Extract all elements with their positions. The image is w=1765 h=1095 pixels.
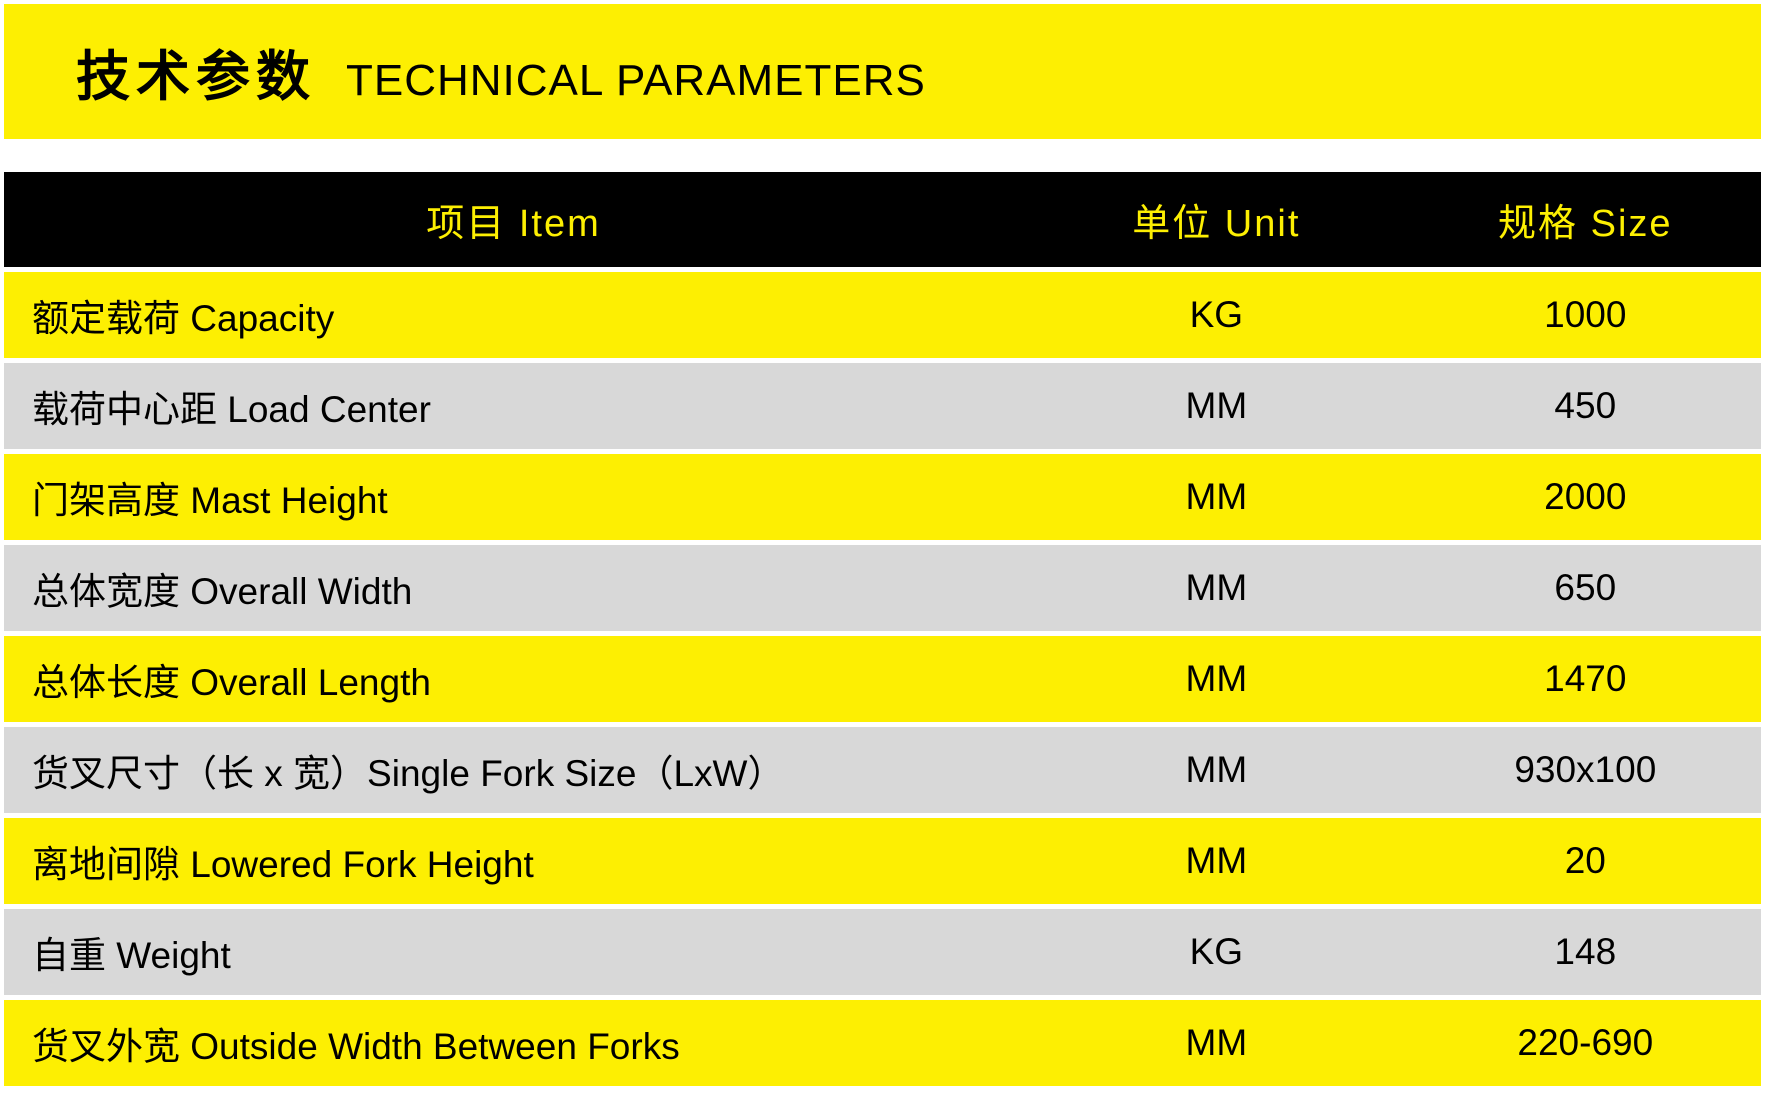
cell-unit: MM	[1023, 636, 1410, 722]
table-row: 总体宽度 Overall Width MM 650	[4, 545, 1761, 631]
cell-size: 1470	[1410, 636, 1761, 722]
cell-size: 20	[1410, 818, 1761, 904]
table-row: 额定载荷 Capacity KG 1000	[4, 272, 1761, 358]
cell-size: 2000	[1410, 454, 1761, 540]
title-bar: 技术参数 TECHNICAL PARAMETERS	[4, 4, 1761, 139]
table-row: 总体长度 Overall Length MM 1470	[4, 636, 1761, 722]
cell-item: 货叉外宽 Outside Width Between Forks	[4, 1000, 1023, 1086]
cell-item: 离地间隙 Lowered Fork Height	[4, 818, 1023, 904]
table-header: 项目 Item 单位 Unit 规格 Size	[4, 172, 1761, 267]
cell-size: 930x100	[1410, 727, 1761, 813]
cell-size: 148	[1410, 909, 1761, 995]
cell-unit: MM	[1023, 1000, 1410, 1086]
table-row: 货叉外宽 Outside Width Between Forks MM 220-…	[4, 1000, 1761, 1086]
cell-unit: MM	[1023, 363, 1410, 449]
cell-item: 总体宽度 Overall Width	[4, 545, 1023, 631]
table-wrapper: 项目 Item 单位 Unit 规格 Size 额定载荷 Capacity KG…	[4, 167, 1761, 1091]
cell-size: 650	[1410, 545, 1761, 631]
parameters-table: 项目 Item 单位 Unit 规格 Size 额定载荷 Capacity KG…	[4, 167, 1761, 1091]
table-header-row: 项目 Item 单位 Unit 规格 Size	[4, 172, 1761, 267]
table-row: 门架高度 Mast Height MM 2000	[4, 454, 1761, 540]
cell-item: 载荷中心距 Load Center	[4, 363, 1023, 449]
cell-item: 自重 Weight	[4, 909, 1023, 995]
cell-item: 门架高度 Mast Height	[4, 454, 1023, 540]
cell-unit: MM	[1023, 545, 1410, 631]
table-row: 离地间隙 Lowered Fork Height MM 20	[4, 818, 1761, 904]
table-body: 额定载荷 Capacity KG 1000 载荷中心距 Load Center …	[4, 272, 1761, 1086]
title-english: TECHNICAL PARAMETERS	[346, 56, 926, 106]
cell-item: 货叉尺寸（长 x 宽）Single Fork Size（LxW）	[4, 727, 1023, 813]
cell-item: 总体长度 Overall Length	[4, 636, 1023, 722]
cell-unit: MM	[1023, 454, 1410, 540]
col-unit: 单位 Unit	[1023, 172, 1410, 267]
cell-item: 额定载荷 Capacity	[4, 272, 1023, 358]
col-size: 规格 Size	[1410, 172, 1761, 267]
table-row: 自重 Weight KG 148	[4, 909, 1761, 995]
cell-size: 450	[1410, 363, 1761, 449]
cell-unit: MM	[1023, 818, 1410, 904]
title-chinese: 技术参数	[76, 32, 316, 111]
col-item: 项目 Item	[4, 172, 1023, 267]
cell-size: 1000	[1410, 272, 1761, 358]
technical-parameters-container: 技术参数 TECHNICAL PARAMETERS 项目 Item 单位 Uni…	[4, 4, 1761, 1091]
cell-unit: KG	[1023, 272, 1410, 358]
cell-unit: KG	[1023, 909, 1410, 995]
table-row: 货叉尺寸（长 x 宽）Single Fork Size（LxW） MM 930x…	[4, 727, 1761, 813]
table-row: 载荷中心距 Load Center MM 450	[4, 363, 1761, 449]
cell-unit: MM	[1023, 727, 1410, 813]
cell-size: 220-690	[1410, 1000, 1761, 1086]
